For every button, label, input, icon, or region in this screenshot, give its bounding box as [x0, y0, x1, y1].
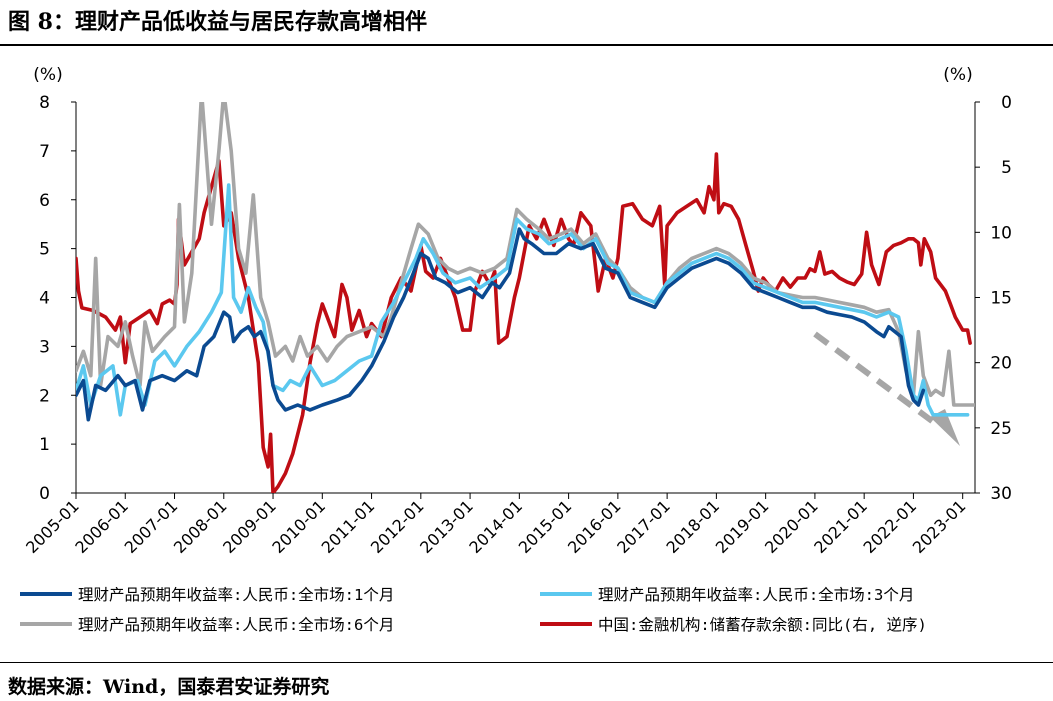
- x-tick-label: 2017-01: [613, 496, 674, 557]
- x-tick-label: 2021-01: [810, 496, 871, 557]
- x-tick-label: 2020-01: [761, 496, 822, 557]
- x-tick-label: 2013-01: [416, 496, 477, 557]
- x-tick-label: 2016-01: [564, 496, 625, 557]
- series-line-1: [76, 227, 926, 422]
- right-tick-label: 10: [990, 223, 1012, 243]
- source-divider: [0, 662, 1053, 663]
- title-divider: [0, 44, 1053, 46]
- arrow-head: [930, 409, 960, 446]
- x-tick-label: 2011-01: [318, 496, 379, 557]
- trend-arrow-annotation: [813, 331, 960, 446]
- right-tick-label: 20: [990, 354, 1012, 374]
- left-tick-label: 8: [39, 93, 50, 113]
- left-axis-unit: (%): [33, 65, 62, 85]
- x-tick-label: 2007-01: [121, 496, 182, 557]
- left-tick-label: 4: [39, 289, 50, 309]
- x-tick-label: 2012-01: [367, 496, 428, 557]
- legend-label: 中国:金融机构:储蓄存款余额:同比(右, 逆序): [598, 615, 927, 634]
- left-tick-label: 6: [39, 191, 50, 211]
- x-tick-label: 2005-01: [22, 496, 83, 557]
- legend: 理财产品预期年收益率:人民币:全市场:1个月 理财产品预期年收益率:人民币:全市场…: [20, 586, 927, 634]
- left-tick-label: 2: [39, 386, 50, 406]
- left-tick-label: 0: [39, 484, 50, 504]
- right-tick-label: 0: [1001, 93, 1012, 113]
- x-tick-label: 2018-01: [663, 496, 724, 557]
- data-source: 数据来源：Wind，国泰君安证券研究: [8, 676, 330, 698]
- series-line-2: [76, 183, 970, 417]
- series-line-3: [76, 102, 975, 407]
- x-tick-label: 2022-01: [860, 496, 921, 557]
- right-tick-label: 5: [1001, 158, 1012, 178]
- x-tick-label: 2008-01: [170, 496, 231, 557]
- x-tick-label: 2023-01: [909, 496, 970, 557]
- left-tick-label: 1: [39, 435, 50, 455]
- right-axis-unit: (%): [943, 65, 972, 85]
- legend-label: 理财产品预期年收益率:人民币:全市场:3个月: [598, 586, 914, 604]
- x-tick-label: 2010-01: [268, 496, 329, 557]
- series-layer: [76, 102, 975, 493]
- x-tick-label: 2006-01: [71, 496, 132, 557]
- right-tick-label: 15: [990, 289, 1012, 309]
- page-title: 图 8：理财产品低收益与居民存款高增相伴: [8, 9, 427, 35]
- right-tick-label: 25: [990, 419, 1012, 439]
- legend-label: 理财产品预期年收益率:人民币:全市场:1个月: [78, 586, 394, 604]
- legend-label: 理财产品预期年收益率:人民币:全市场:6个月: [78, 616, 394, 634]
- x-tick-label: 2019-01: [712, 496, 773, 557]
- x-tick-label: 2009-01: [219, 496, 280, 557]
- left-tick-label: 5: [39, 240, 50, 260]
- left-tick-label: 7: [39, 142, 50, 162]
- x-tick-label: 2014-01: [465, 496, 526, 557]
- left-tick-label: 3: [39, 337, 50, 357]
- x-tick-label: 2015-01: [515, 496, 576, 557]
- right-tick-label: 30: [990, 484, 1012, 504]
